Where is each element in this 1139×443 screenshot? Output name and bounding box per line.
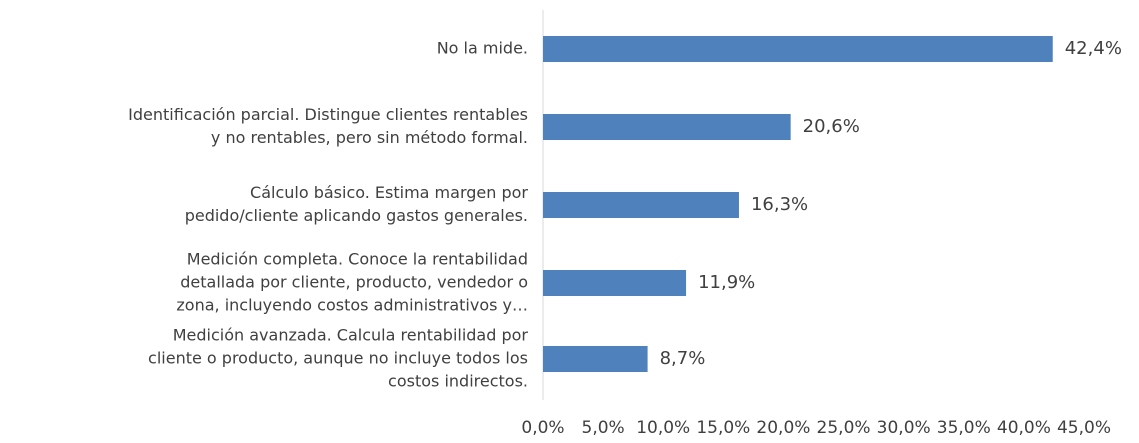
category-label: y no rentables, pero sin método formal. <box>211 128 528 147</box>
category-label: Medición completa. Conoce la rentabilida… <box>187 250 528 269</box>
value-label: 42,4% <box>1065 38 1122 59</box>
category-label: Cálculo básico. Estima margen por <box>250 183 528 202</box>
x-tick-label: 45,0% <box>1057 418 1111 438</box>
x-tick-label: 20,0% <box>756 418 810 438</box>
category-label: costos indirectos. <box>388 372 528 391</box>
category-label: pedido/cliente aplicando gastos generale… <box>185 206 528 225</box>
category-label: Identificación parcial. Distingue client… <box>128 105 528 124</box>
x-tick-label: 35,0% <box>937 418 991 438</box>
x-tick-label: 10,0% <box>636 418 690 438</box>
x-tick-label: 25,0% <box>817 418 871 438</box>
category-label: No la mide. <box>437 39 528 58</box>
x-tick-label: 30,0% <box>877 418 931 438</box>
category-label: Medición avanzada. Calcula rentabilidad … <box>173 326 529 345</box>
bar <box>543 36 1053 62</box>
bar <box>543 346 648 372</box>
x-tick-label: 5,0% <box>582 418 625 438</box>
value-label: 11,9% <box>698 272 755 293</box>
category-label: zona, incluyendo costos administrativos … <box>176 296 528 315</box>
x-tick-label: 40,0% <box>997 418 1051 438</box>
category-label: cliente o producto, aunque no incluye to… <box>148 349 528 368</box>
bar <box>543 114 791 140</box>
x-tick-label: 0,0% <box>521 418 564 438</box>
value-label: 16,3% <box>751 194 808 215</box>
value-label: 20,6% <box>803 116 860 137</box>
bar <box>543 192 739 218</box>
category-label: detallada por cliente, producto, vendedo… <box>180 273 528 292</box>
bar <box>543 270 687 296</box>
x-tick-label: 15,0% <box>696 418 750 438</box>
value-label: 8,7% <box>660 348 706 369</box>
